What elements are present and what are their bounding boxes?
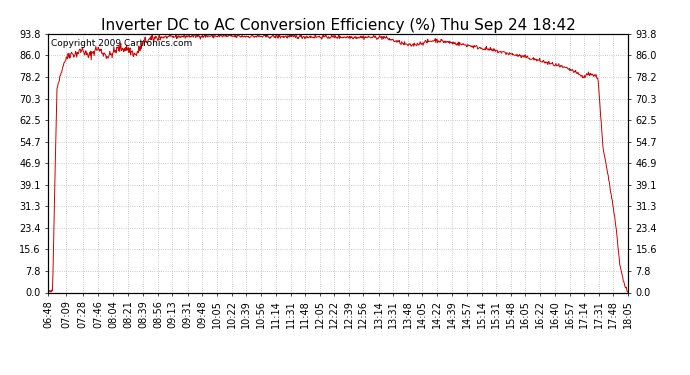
Title: Inverter DC to AC Conversion Efficiency (%) Thu Sep 24 18:42: Inverter DC to AC Conversion Efficiency … xyxy=(101,18,575,33)
Text: Copyright 2009 Cartronics.com: Copyright 2009 Cartronics.com xyxy=(51,39,193,48)
